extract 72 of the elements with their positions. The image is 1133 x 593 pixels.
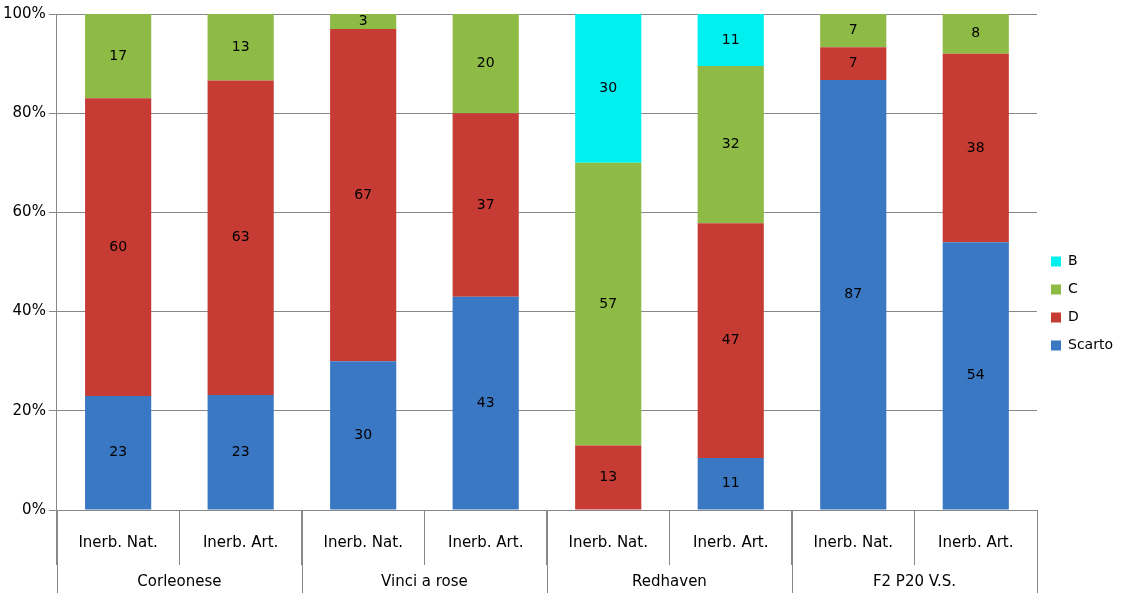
data-label: 57 bbox=[599, 294, 618, 311]
bar bbox=[330, 361, 397, 510]
bar bbox=[942, 53, 1009, 243]
bar bbox=[452, 113, 519, 297]
data-label: 38 bbox=[966, 138, 985, 155]
data-label: 47 bbox=[721, 331, 740, 348]
x-tick-label: Inerb. Art. bbox=[447, 532, 524, 551]
data-label: 7 bbox=[848, 21, 858, 38]
y-tick-label: 100% bbox=[2, 3, 46, 22]
x-tick-label: Inerb. Art. bbox=[202, 532, 279, 551]
data-label: 54 bbox=[966, 366, 985, 383]
text: Vinci a rose bbox=[381, 571, 468, 590]
x-tick-label: Inerb. Art. bbox=[693, 532, 769, 551]
x-tick-label: Inerb. Nat. bbox=[323, 532, 403, 551]
data-label: 13 bbox=[231, 37, 250, 54]
bar bbox=[330, 28, 397, 362]
legend-label: C bbox=[1068, 280, 1079, 297]
data-label: 13 bbox=[599, 468, 618, 485]
legend-label: D bbox=[1068, 308, 1079, 325]
bar bbox=[85, 14, 152, 99]
x-tick-label: Inerb. Nat. bbox=[568, 532, 648, 551]
data-label: 43 bbox=[476, 393, 495, 410]
text: Redhaven bbox=[632, 571, 707, 590]
text: Corleonese bbox=[137, 571, 222, 590]
data-label: 3 bbox=[358, 12, 368, 29]
y-tick-label: 20% bbox=[12, 400, 46, 419]
data-label: 30 bbox=[354, 425, 373, 442]
bar bbox=[575, 162, 642, 446]
bar bbox=[330, 14, 397, 29]
data-label: 7 bbox=[848, 54, 858, 71]
x-tick-label: Inerb. Nat. bbox=[813, 532, 893, 551]
data-label: 20 bbox=[476, 54, 495, 71]
data-label: 11 bbox=[721, 474, 740, 491]
bar bbox=[697, 457, 764, 510]
bar bbox=[85, 98, 152, 396]
x-tick-label: Inerb. Art. bbox=[938, 532, 1014, 551]
bar bbox=[207, 80, 274, 395]
data-label: 32 bbox=[721, 135, 740, 152]
data-label: 8 bbox=[971, 24, 981, 41]
x-tick-label: Inerb. Nat. bbox=[78, 532, 158, 551]
data-label: 30 bbox=[599, 79, 618, 96]
bar bbox=[697, 14, 764, 67]
bar bbox=[575, 445, 642, 510]
y-tick-label: 60% bbox=[12, 202, 46, 221]
data-label: 23 bbox=[109, 443, 128, 460]
bar bbox=[697, 223, 764, 458]
data-label: 17 bbox=[109, 46, 128, 63]
bar bbox=[820, 47, 887, 80]
bar bbox=[697, 66, 764, 224]
bar bbox=[452, 14, 519, 114]
bar bbox=[575, 14, 642, 163]
legend-label: B bbox=[1068, 252, 1078, 269]
data-label: 11 bbox=[721, 30, 740, 47]
bar bbox=[85, 395, 152, 510]
bar bbox=[452, 296, 519, 510]
data-label: 60 bbox=[109, 237, 128, 254]
data-label: 23 bbox=[231, 442, 250, 459]
bar bbox=[820, 14, 887, 48]
y-tick-label: 0% bbox=[22, 499, 46, 518]
bar bbox=[942, 242, 1009, 510]
data-label: 63 bbox=[231, 228, 250, 245]
bar bbox=[942, 14, 1009, 54]
bar bbox=[207, 394, 274, 510]
data-label: 37 bbox=[476, 195, 495, 212]
bar bbox=[207, 14, 274, 81]
y-tick-label: 80% bbox=[12, 103, 46, 122]
data-label: 67 bbox=[354, 185, 373, 202]
bar bbox=[820, 79, 887, 510]
y-tick-label: 40% bbox=[12, 301, 46, 320]
legend-label: Scarto bbox=[1068, 336, 1114, 353]
text: F2 P20 V.S. bbox=[872, 571, 957, 590]
data-label: 87 bbox=[844, 285, 863, 302]
